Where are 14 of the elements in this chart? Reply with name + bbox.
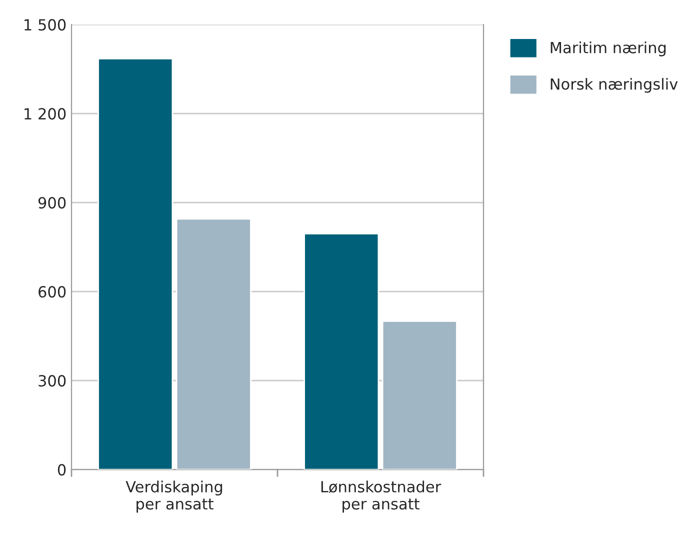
y-tick-label: 0 [58, 464, 66, 476]
legend-label: Norsk næringsliv [550, 78, 678, 93]
x-tick-label: Lønnskostnader per ansatt [321, 480, 442, 513]
legend-label: Maritim næring [550, 42, 666, 56]
bar [98, 58, 174, 470]
y-tick-label: 600 [38, 286, 66, 298]
y-tick-label: 900 [38, 197, 66, 209]
x-tick-label: Verdiskaping per ansatt [126, 480, 222, 513]
bar [382, 320, 458, 470]
bar [176, 218, 252, 470]
y-tick-label: 1 500 [24, 19, 66, 31]
y-tick-label: 300 [38, 375, 66, 387]
y-tick-label: 1 200 [24, 108, 66, 120]
bar [304, 233, 380, 470]
